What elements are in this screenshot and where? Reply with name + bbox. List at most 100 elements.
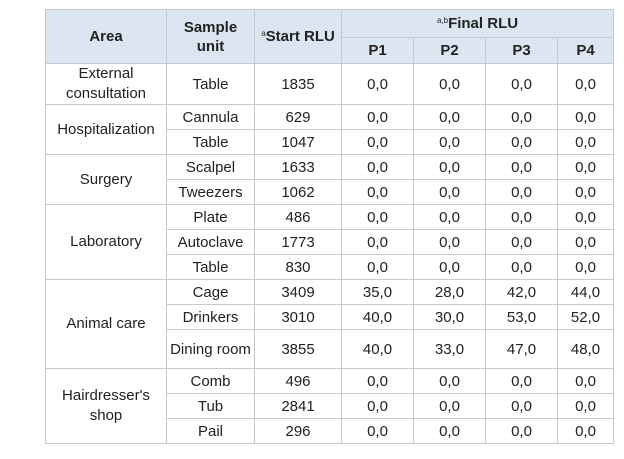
header-row: P1 P2 P3 P4 (46, 37, 614, 64)
p3-cell: 0,0 (485, 418, 558, 444)
sample-unit-cell: Dining room (166, 329, 255, 369)
p2-cell: 0,0 (413, 154, 486, 180)
area-cell: Laboratory (45, 204, 167, 280)
start-rlu-label: Start RLU (265, 28, 335, 45)
table-header: Area Sample unit aStart RLU a,bFinal RLU… (45, 9, 614, 64)
p3-cell: 0,0 (485, 368, 558, 394)
sample-unit-cell: Cage (166, 279, 255, 305)
p4-cell: 0,0 (557, 254, 614, 280)
p3-cell: 0,0 (485, 254, 558, 280)
table-row: Autoclave 1773 0,0 0,0 0,0 0,0 (46, 229, 614, 255)
start-rlu-cell: 629 (254, 104, 342, 130)
rlu-table: Area Sample unit aStart RLU a,bFinal RLU… (45, 9, 614, 444)
area-cell: Animal care (45, 279, 167, 369)
p4-cell: 0,0 (557, 179, 614, 205)
header-row: Area Sample unit aStart RLU a,bFinal RLU (45, 9, 614, 64)
start-rlu-cell: 1047 (254, 129, 342, 155)
final-rlu-label: Final RLU (448, 15, 519, 32)
table-row: Pail 296 0,0 0,0 0,0 0,0 (46, 418, 614, 444)
p3-cell: 0,0 (485, 204, 558, 230)
start-rlu-cell: 496 (254, 368, 342, 394)
start-rlu-cell: 486 (254, 204, 342, 230)
area-cell: Surgery (45, 154, 167, 205)
sample-unit-cell: Table (166, 254, 255, 280)
sample-unit-cell: Tweezers (166, 179, 255, 205)
start-rlu-cell: 1835 (254, 63, 342, 105)
sample-unit-cell: Plate (166, 204, 255, 230)
p4-cell: 44,0 (557, 279, 614, 305)
p4-cell: 0,0 (557, 129, 614, 155)
header-sample-unit: Sample unit (166, 9, 255, 64)
p1-cell: 0,0 (341, 179, 414, 205)
table-row: Table 1047 0,0 0,0 0,0 0,0 (46, 129, 614, 155)
start-rlu-cell: 3855 (254, 329, 342, 369)
p3-cell: 53,0 (485, 304, 558, 330)
p2-cell: 0,0 (413, 418, 486, 444)
table-row: Surgery Scalpel 1633 0,0 0,0 0,0 0,0 (45, 154, 614, 205)
header-p2: P2 (413, 37, 486, 64)
p2-cell: 0,0 (413, 368, 486, 394)
table-row: Tub 2841 0,0 0,0 0,0 0,0 (46, 393, 614, 419)
sample-unit-cell: Tub (166, 393, 255, 419)
header-p4: P4 (557, 37, 614, 64)
p4-cell: 0,0 (557, 229, 614, 255)
p3-cell: 0,0 (485, 63, 558, 105)
p3-cell: 0,0 (485, 393, 558, 419)
p1-cell: 40,0 (341, 329, 414, 369)
p3-cell: 47,0 (485, 329, 558, 369)
p1-cell: 0,0 (341, 104, 414, 130)
table-row: Hospitalization Cannula 629 0,0 0,0 0,0 … (45, 104, 614, 155)
p1-cell: 0,0 (341, 368, 414, 394)
p1-cell: 0,0 (341, 229, 414, 255)
header-final-rlu: a,bFinal RLU (341, 9, 614, 38)
sample-unit-cell: Comb (166, 368, 255, 394)
p2-cell: 0,0 (413, 179, 486, 205)
p2-cell: 0,0 (413, 229, 486, 255)
area-cell: External consultation (45, 63, 167, 105)
header-start-rlu: aStart RLU (254, 9, 342, 64)
p4-cell: 48,0 (557, 329, 614, 369)
p3-cell: 0,0 (485, 154, 558, 180)
p4-cell: 0,0 (557, 418, 614, 444)
sample-unit-cell: Autoclave (166, 229, 255, 255)
p4-cell: 52,0 (557, 304, 614, 330)
p2-cell: 0,0 (413, 63, 486, 105)
p3-cell: 42,0 (485, 279, 558, 305)
p1-cell: 0,0 (341, 204, 414, 230)
header-p3: P3 (485, 37, 558, 64)
p2-cell: 28,0 (413, 279, 486, 305)
p2-cell: 33,0 (413, 329, 486, 369)
sample-unit-cell: Scalpel (166, 154, 255, 180)
p4-cell: 0,0 (557, 368, 614, 394)
p2-cell: 0,0 (413, 254, 486, 280)
p1-cell: 0,0 (341, 393, 414, 419)
p2-cell: 0,0 (413, 393, 486, 419)
p1-cell: 0,0 (341, 154, 414, 180)
table-row: Hairdresser's shop Comb 496 0,0 0,0 0,0 … (45, 368, 614, 444)
p2-cell: 0,0 (413, 104, 486, 130)
p3-cell: 0,0 (485, 179, 558, 205)
sample-unit-cell: Pail (166, 418, 255, 444)
start-rlu-cell: 1062 (254, 179, 342, 205)
p2-cell: 30,0 (413, 304, 486, 330)
table-body: External consultation Table 1835 0,0 0,0… (45, 63, 614, 444)
start-rlu-cell: 296 (254, 418, 342, 444)
sample-unit-cell: Table (166, 129, 255, 155)
p4-cell: 0,0 (557, 393, 614, 419)
p4-cell: 0,0 (557, 63, 614, 105)
p1-cell: 0,0 (341, 254, 414, 280)
table-row: Laboratory Plate 486 0,0 0,0 0,0 0,0 (45, 204, 614, 280)
p3-cell: 0,0 (485, 104, 558, 130)
table-row: External consultation Table 1835 0,0 0,0… (45, 63, 614, 105)
table-row: Animal care Cage 3409 35,0 28,0 42,0 44,… (45, 279, 614, 369)
start-rlu-cell: 830 (254, 254, 342, 280)
start-rlu-cell: 3010 (254, 304, 342, 330)
p1-cell: 0,0 (341, 418, 414, 444)
p2-cell: 0,0 (413, 129, 486, 155)
table-row: Table 830 0,0 0,0 0,0 0,0 (46, 254, 614, 280)
sample-unit-cell: Drinkers (166, 304, 255, 330)
final-rlu-footnote-mark: a,b (436, 16, 449, 25)
p1-cell: 40,0 (341, 304, 414, 330)
header-p1: P1 (341, 37, 414, 64)
area-cell: Hospitalization (45, 104, 167, 155)
